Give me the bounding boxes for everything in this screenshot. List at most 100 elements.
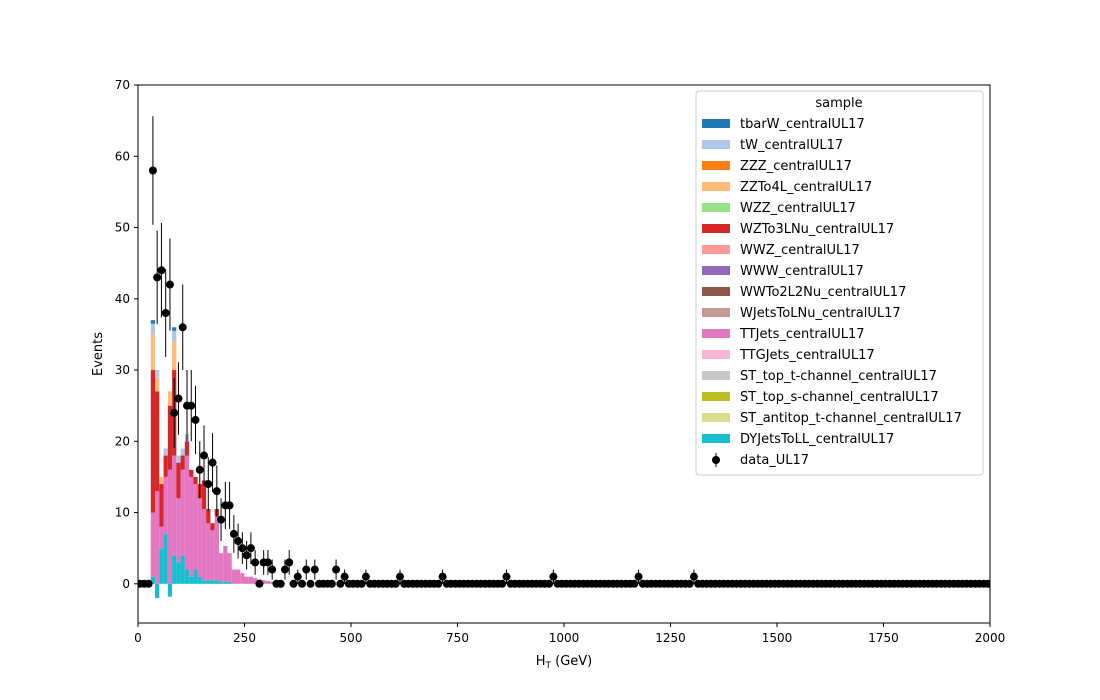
data-point [310, 565, 319, 574]
stack-bar-tw [172, 330, 177, 342]
x-tick-label: 250 [233, 631, 256, 645]
legend-entry-label: WZTo3LNu_centralUL17 [740, 222, 894, 237]
data-point [685, 579, 694, 588]
y-axis-label: Events [91, 332, 106, 376]
stack-bar-tt [197, 498, 202, 577]
stack-bar-tt [231, 569, 236, 584]
data-point [263, 558, 272, 567]
stack-bar-tbarw [172, 327, 177, 331]
data-point [178, 323, 187, 332]
data-point [983, 579, 990, 588]
y-tick-label: 50 [115, 221, 130, 235]
data-point [280, 565, 289, 574]
data-point [498, 579, 507, 588]
data-point [332, 565, 341, 574]
data-point [238, 544, 247, 553]
data-point [293, 572, 302, 581]
legend-swatch [702, 203, 730, 212]
x-tick-label: 1750 [868, 631, 899, 645]
legend-entry-label: ZZZ_centralUL17 [740, 159, 852, 174]
stack-bar-tt [206, 523, 211, 581]
data-point [217, 515, 226, 524]
stack-bar-zz [150, 334, 156, 371]
data-point [689, 572, 698, 581]
legend-title: sample [815, 96, 862, 111]
data-point [336, 579, 345, 588]
y-axis-ticks: 0 10 20 30 40 50 60 70 [115, 78, 138, 591]
x-tick-label: 0 [134, 631, 142, 645]
stack-bar-tt [265, 580, 271, 584]
stack-bar-dy [193, 569, 198, 584]
stack-bar-dy [150, 576, 156, 584]
legend-swatch [702, 287, 730, 296]
stack-bar-tt [214, 516, 219, 581]
data-point [357, 579, 366, 588]
legend-entry-label: ST_top_s-channel_centralUL17 [740, 390, 939, 405]
legend-entry-label: WWZ_centralUL17 [740, 243, 860, 258]
data-point [549, 572, 558, 581]
y-tick-label: 20 [115, 434, 130, 448]
stack-bar-wz [201, 480, 207, 509]
stack-bar-dy [159, 548, 164, 584]
legend-data-marker [712, 456, 720, 464]
stack-bar-dy [206, 580, 211, 584]
stack-bar-wz [176, 462, 181, 499]
legend-entry-label: tbarW_centralUL17 [740, 117, 865, 132]
stack-bar-dy [176, 562, 181, 584]
y-tick-label: 40 [115, 292, 130, 306]
stack-bar-tt [159, 526, 164, 549]
legend-frame [695, 90, 984, 476]
legend-entry-label: ZZTo4L_centralUL17 [740, 180, 872, 195]
data-point [234, 537, 243, 546]
stack-bar-dy [167, 583, 173, 597]
stack-bar-tt [193, 484, 198, 570]
stack-bar-tt [218, 553, 224, 582]
data-point [204, 480, 213, 489]
stack-bar-tt [261, 580, 266, 584]
stack-bar-dy [172, 555, 177, 584]
stack-bar-tt [201, 508, 207, 581]
stack-bar-tt [240, 573, 245, 584]
data-point [157, 266, 166, 275]
legend-entry-label: DYJetsToLL_centralUL17 [740, 432, 894, 447]
legend-swatch [702, 182, 730, 191]
stack-bar-tt [223, 546, 228, 582]
stack-bar-wz [159, 484, 164, 527]
x-axis-ticks: 0 250 500 750 1000 1250 1500 1750 2000 [134, 623, 1005, 645]
stack-bar-tt [180, 469, 185, 556]
legend-entry-label: data_UL17 [740, 453, 809, 468]
stack-bar-dy [155, 583, 160, 599]
stack-bar-tt [150, 512, 156, 577]
stack-bar-dy [227, 581, 232, 584]
stack-bar-wz [167, 405, 173, 470]
stack-bar-tw [150, 323, 156, 335]
data-point [225, 501, 234, 510]
data-point [191, 415, 200, 424]
stack-bar-dy [189, 576, 194, 584]
legend-entry-label: WJetsToLNu_centralUL17 [740, 306, 901, 321]
stack-bar-tt [163, 476, 168, 534]
stack-bar-dy [223, 581, 228, 584]
y-tick-label: 0 [122, 577, 130, 591]
stack-bar-wz [150, 370, 156, 513]
legend-entry-label: TTJets_centralUL17 [739, 327, 865, 342]
data-point [340, 572, 349, 581]
stack-bar-tt [248, 576, 254, 584]
legend-swatch [702, 413, 730, 422]
legend-swatch [702, 434, 730, 443]
stack-bar-tw [163, 448, 168, 456]
stack-bar-tw [155, 370, 160, 378]
data-point [161, 309, 170, 318]
y-tick-label: 60 [115, 149, 130, 163]
stack-bar-tt [155, 491, 160, 584]
data-point [302, 565, 311, 574]
stack-bar-tt [244, 576, 249, 584]
legend: sample tbarW_centralUL17 tW_centralUL17 ZZ… [695, 90, 984, 476]
stack-bar-tw [176, 455, 181, 463]
stack-bar-wz [163, 455, 168, 477]
x-tick-label: 750 [446, 631, 469, 645]
data-point [242, 551, 251, 560]
stack-bar-zz [167, 391, 173, 406]
data-point [634, 572, 643, 581]
data-point [153, 273, 162, 282]
